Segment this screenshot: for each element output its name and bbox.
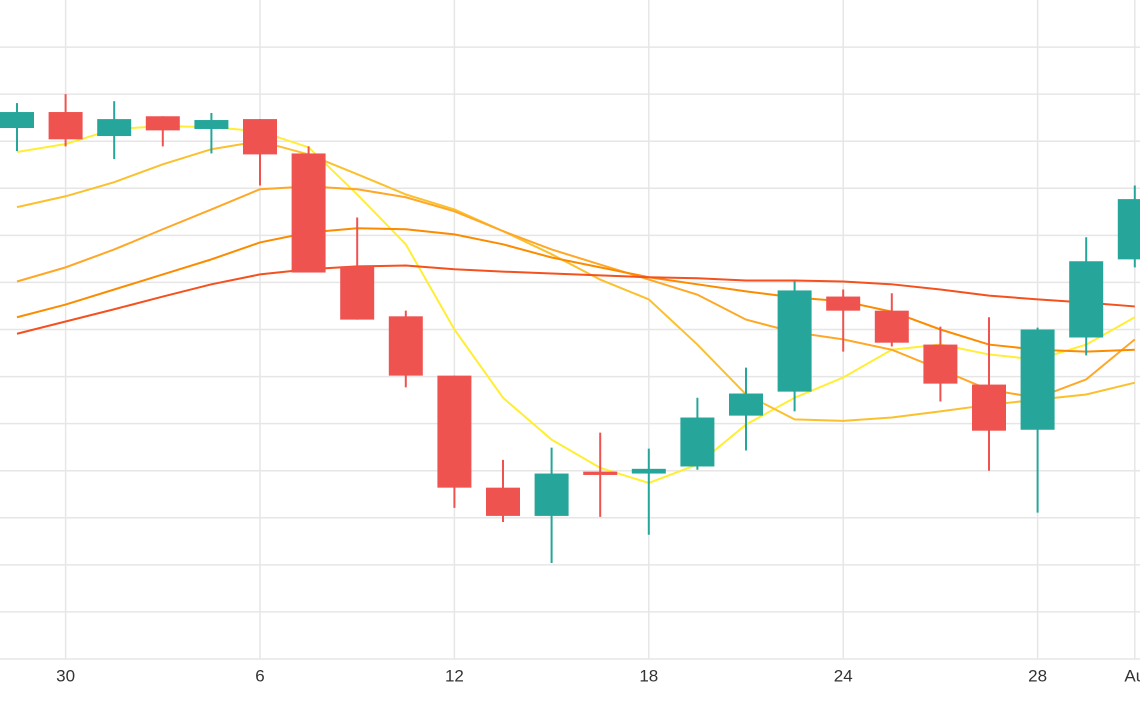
x-tick-label: 12 bbox=[445, 666, 464, 685]
candle-body bbox=[437, 375, 472, 488]
x-tick-label: 18 bbox=[639, 666, 658, 685]
x-tick-label: 30 bbox=[56, 666, 75, 685]
x-axis: 30 6 12 18 24 28 Au bbox=[56, 666, 1140, 685]
overlay-lines bbox=[16, 125, 1136, 485]
candle-body bbox=[48, 112, 83, 140]
moving-average-line bbox=[16, 125, 1136, 485]
candle-body bbox=[1020, 329, 1055, 430]
candle-body bbox=[0, 112, 34, 129]
candle-body bbox=[923, 344, 958, 384]
candle-body bbox=[486, 487, 520, 516]
x-tick-label: 24 bbox=[834, 666, 853, 685]
candle-body bbox=[1117, 199, 1140, 260]
candle-body bbox=[194, 120, 229, 129]
candle-body bbox=[680, 417, 715, 467]
grid bbox=[0, 0, 1140, 660]
moving-average-line bbox=[16, 140, 1136, 422]
x-tick-label: 6 bbox=[255, 666, 264, 685]
candle-body bbox=[777, 290, 812, 392]
candle-body bbox=[874, 310, 909, 343]
candle-body bbox=[583, 471, 618, 475]
moving-average-line bbox=[16, 264, 1135, 335]
candle-body bbox=[729, 393, 763, 416]
candle-body bbox=[97, 119, 132, 137]
candle-body bbox=[534, 473, 569, 516]
candle-body bbox=[145, 116, 180, 131]
candle-body bbox=[243, 119, 277, 155]
candle-body bbox=[291, 153, 326, 273]
candles bbox=[0, 94, 1140, 563]
candle-body bbox=[388, 316, 423, 376]
candle-body bbox=[1069, 261, 1104, 338]
candle-body bbox=[631, 468, 666, 474]
candle-body bbox=[972, 384, 1006, 431]
x-tick-label: 28 bbox=[1028, 666, 1047, 685]
moving-average-line bbox=[16, 227, 1135, 353]
candle-body bbox=[826, 296, 861, 311]
x-tick-label: Au bbox=[1124, 666, 1140, 685]
candle-body bbox=[340, 266, 375, 320]
